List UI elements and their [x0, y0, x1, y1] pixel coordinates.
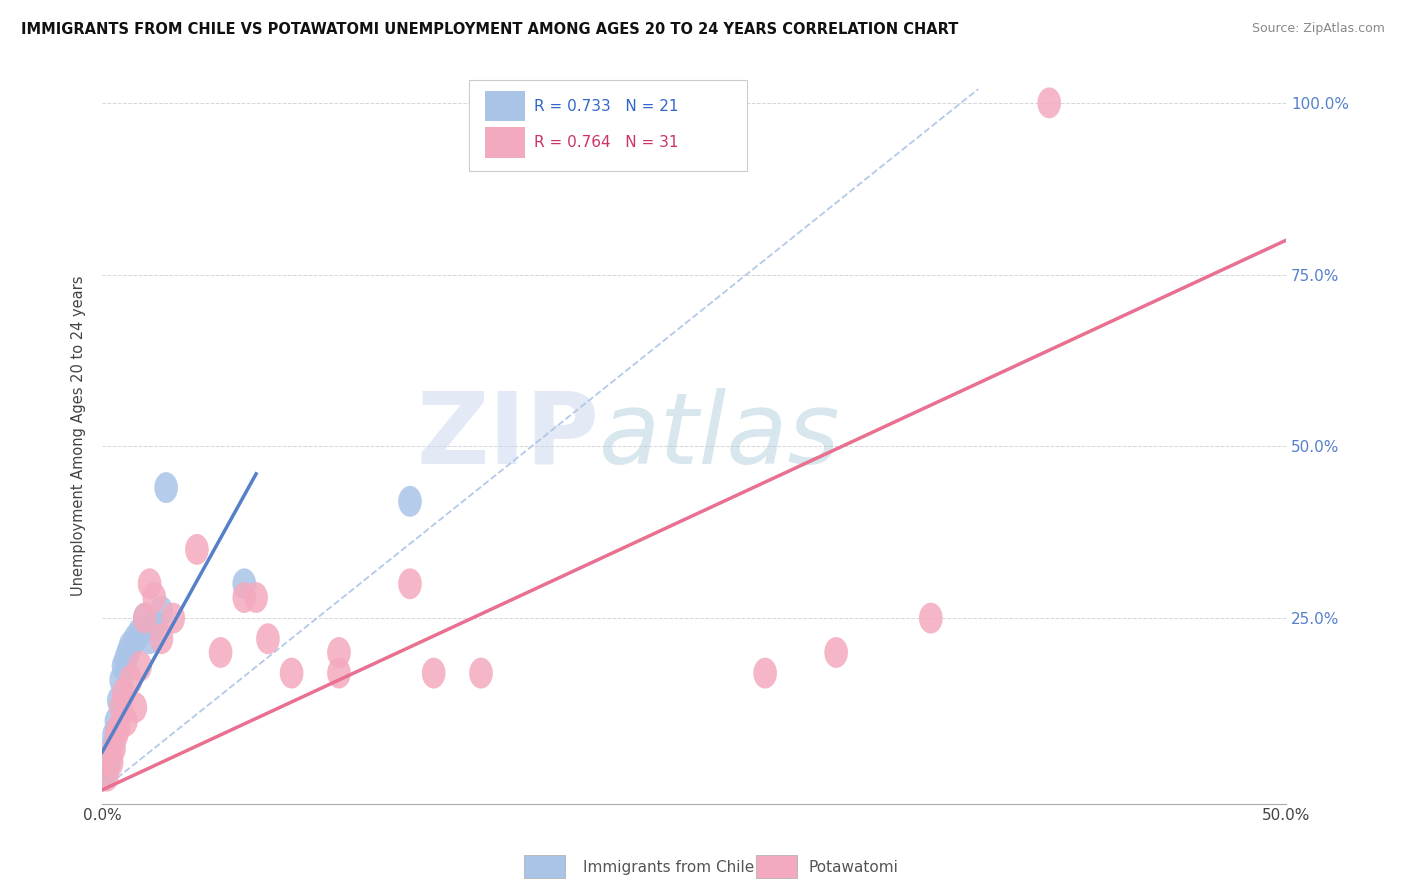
- Ellipse shape: [754, 657, 778, 689]
- Text: Source: ZipAtlas.com: Source: ZipAtlas.com: [1251, 22, 1385, 36]
- Ellipse shape: [142, 582, 166, 613]
- Text: Potawatomi: Potawatomi: [808, 860, 898, 874]
- Ellipse shape: [128, 651, 152, 681]
- Ellipse shape: [138, 568, 162, 599]
- Ellipse shape: [100, 733, 124, 764]
- Ellipse shape: [110, 665, 134, 696]
- Ellipse shape: [104, 720, 128, 750]
- Ellipse shape: [111, 678, 135, 709]
- Ellipse shape: [114, 644, 138, 675]
- Ellipse shape: [124, 624, 148, 654]
- Ellipse shape: [280, 657, 304, 689]
- Ellipse shape: [186, 534, 208, 565]
- Ellipse shape: [155, 472, 179, 503]
- Ellipse shape: [111, 651, 135, 681]
- Ellipse shape: [149, 624, 173, 654]
- Text: IMMIGRANTS FROM CHILE VS POTAWATOMI UNEMPLOYMENT AMONG AGES 20 TO 24 YEARS CORRE: IMMIGRANTS FROM CHILE VS POTAWATOMI UNEM…: [21, 22, 959, 37]
- Ellipse shape: [920, 603, 942, 633]
- Ellipse shape: [104, 706, 128, 737]
- Ellipse shape: [208, 637, 232, 668]
- Ellipse shape: [232, 568, 256, 599]
- Ellipse shape: [110, 692, 134, 723]
- Ellipse shape: [824, 637, 848, 668]
- Ellipse shape: [124, 692, 148, 723]
- FancyBboxPatch shape: [470, 79, 748, 171]
- Text: R = 0.733   N = 21: R = 0.733 N = 21: [534, 98, 679, 113]
- Ellipse shape: [107, 685, 131, 716]
- Ellipse shape: [118, 665, 142, 696]
- Ellipse shape: [142, 609, 166, 640]
- Ellipse shape: [107, 713, 131, 744]
- Ellipse shape: [256, 624, 280, 654]
- Ellipse shape: [100, 747, 124, 778]
- Ellipse shape: [162, 603, 186, 633]
- Ellipse shape: [134, 603, 156, 633]
- Ellipse shape: [138, 624, 162, 654]
- Ellipse shape: [1038, 87, 1062, 119]
- Ellipse shape: [328, 637, 352, 668]
- Ellipse shape: [90, 761, 114, 791]
- FancyBboxPatch shape: [485, 128, 524, 158]
- Text: R = 0.764   N = 31: R = 0.764 N = 31: [534, 136, 679, 150]
- Ellipse shape: [422, 657, 446, 689]
- Ellipse shape: [96, 754, 118, 785]
- Ellipse shape: [149, 596, 173, 627]
- Ellipse shape: [232, 582, 256, 613]
- Ellipse shape: [103, 733, 127, 764]
- Y-axis label: Unemployment Among Ages 20 to 24 years: Unemployment Among Ages 20 to 24 years: [72, 276, 86, 597]
- Ellipse shape: [398, 486, 422, 516]
- Ellipse shape: [245, 582, 269, 613]
- Ellipse shape: [128, 616, 152, 648]
- Ellipse shape: [97, 747, 121, 778]
- Ellipse shape: [328, 657, 352, 689]
- Text: ZIP: ZIP: [416, 387, 599, 484]
- Ellipse shape: [118, 630, 142, 661]
- Text: Immigrants from Chile: Immigrants from Chile: [583, 860, 755, 874]
- Ellipse shape: [398, 568, 422, 599]
- Ellipse shape: [134, 603, 156, 633]
- FancyBboxPatch shape: [485, 91, 524, 121]
- Ellipse shape: [103, 720, 127, 750]
- Ellipse shape: [470, 657, 494, 689]
- Ellipse shape: [117, 637, 141, 668]
- Ellipse shape: [96, 761, 118, 791]
- Text: atlas: atlas: [599, 387, 841, 484]
- Ellipse shape: [114, 706, 138, 737]
